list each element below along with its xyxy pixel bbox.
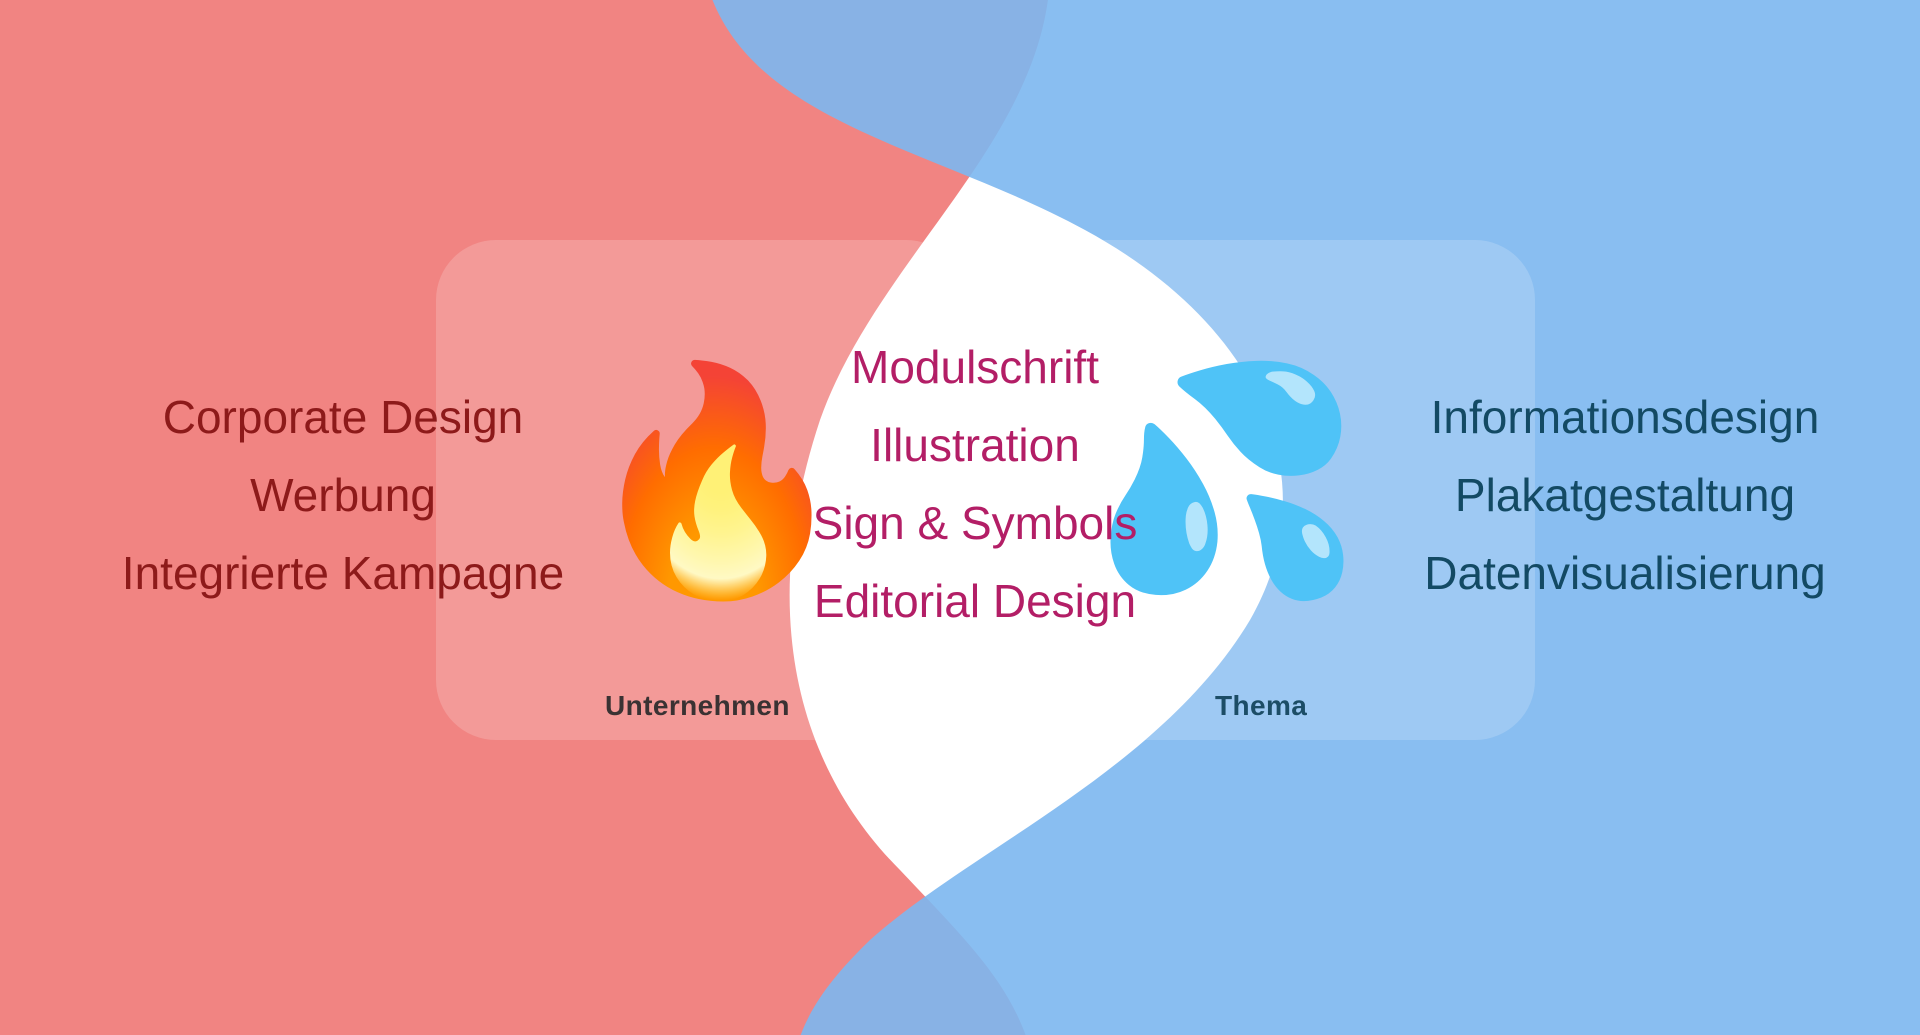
list-left-item: Integrierte Kampagne [122,541,564,605]
list-middle-item: Modulschrift [851,335,1099,399]
list-right-item: Informationsdesign [1431,385,1820,449]
list-middle: Modulschrift Illustration Sign & Symbols… [755,335,1195,633]
card-unternehmen-label: Unternehmen [605,690,790,722]
list-left-item: Werbung [250,463,436,527]
list-left-item: Corporate Design [163,385,524,449]
list-right-item: Plakatgestaltung [1455,463,1795,527]
list-right-item: Datenvisualisierung [1424,541,1825,605]
list-left: Corporate Design Werbung Integrierte Kam… [93,385,593,605]
card-thema-label: Thema [1215,690,1307,722]
list-middle-item: Sign & Symbols [813,491,1138,555]
list-right: Informationsdesign Plakatgestaltung Date… [1345,385,1905,605]
diagram-canvas: Unternehmen Thema 🔥 💦 Corporate Design W… [0,0,1920,1035]
list-middle-item: Editorial Design [814,569,1136,633]
list-middle-item: Illustration [870,413,1080,477]
